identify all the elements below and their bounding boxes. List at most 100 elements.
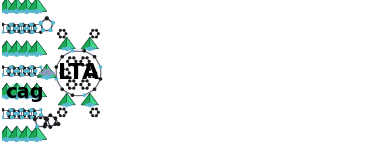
- Circle shape: [17, 112, 19, 115]
- Circle shape: [5, 52, 8, 56]
- Circle shape: [55, 78, 57, 80]
- Polygon shape: [0, 83, 6, 97]
- Circle shape: [2, 109, 4, 111]
- Circle shape: [31, 31, 33, 33]
- Circle shape: [61, 88, 63, 90]
- Circle shape: [35, 87, 37, 89]
- Polygon shape: [7, 41, 17, 54]
- Circle shape: [92, 36, 93, 38]
- Polygon shape: [7, 41, 26, 54]
- Polygon shape: [37, 83, 47, 97]
- Circle shape: [7, 130, 9, 132]
- Circle shape: [92, 30, 93, 31]
- Circle shape: [81, 80, 89, 89]
- Circle shape: [82, 57, 84, 59]
- Circle shape: [54, 123, 57, 125]
- Circle shape: [28, 25, 30, 27]
- Circle shape: [20, 96, 22, 98]
- Polygon shape: [7, 0, 26, 12]
- Polygon shape: [27, 0, 37, 12]
- Circle shape: [18, 110, 20, 112]
- Circle shape: [15, 96, 18, 98]
- Circle shape: [64, 42, 70, 48]
- Circle shape: [17, 2, 19, 4]
- Circle shape: [14, 138, 17, 140]
- Polygon shape: [17, 83, 26, 97]
- Circle shape: [40, 53, 42, 55]
- Circle shape: [7, 27, 9, 29]
- Polygon shape: [47, 64, 56, 77]
- Circle shape: [35, 53, 37, 55]
- Circle shape: [30, 11, 32, 13]
- Circle shape: [93, 76, 94, 78]
- Polygon shape: [17, 126, 27, 139]
- Circle shape: [69, 64, 71, 66]
- Circle shape: [86, 100, 88, 102]
- Circle shape: [40, 74, 42, 76]
- Circle shape: [8, 115, 10, 117]
- Circle shape: [34, 113, 36, 115]
- Circle shape: [12, 23, 14, 25]
- Circle shape: [27, 70, 29, 72]
- Circle shape: [2, 117, 4, 119]
- Circle shape: [89, 76, 90, 78]
- Circle shape: [6, 53, 8, 55]
- Circle shape: [92, 100, 94, 102]
- Circle shape: [93, 68, 94, 70]
- Polygon shape: [37, 0, 47, 12]
- Circle shape: [15, 52, 19, 56]
- Circle shape: [28, 30, 30, 32]
- Circle shape: [34, 27, 37, 29]
- Circle shape: [7, 87, 9, 89]
- Circle shape: [30, 53, 32, 55]
- Circle shape: [14, 87, 17, 89]
- Polygon shape: [7, 83, 26, 97]
- Circle shape: [36, 96, 38, 98]
- Circle shape: [6, 96, 8, 98]
- Circle shape: [20, 117, 22, 119]
- Polygon shape: [58, 37, 75, 49]
- Circle shape: [27, 70, 29, 72]
- Circle shape: [82, 87, 84, 89]
- Circle shape: [12, 66, 14, 68]
- Polygon shape: [27, 0, 47, 12]
- Circle shape: [23, 67, 25, 69]
- Circle shape: [28, 73, 30, 75]
- Circle shape: [96, 30, 97, 31]
- Circle shape: [20, 11, 22, 13]
- Circle shape: [15, 95, 19, 99]
- Circle shape: [42, 76, 44, 78]
- Circle shape: [33, 67, 36, 69]
- Circle shape: [25, 138, 26, 140]
- Circle shape: [35, 95, 39, 99]
- Circle shape: [21, 116, 23, 118]
- Circle shape: [31, 109, 33, 111]
- Bar: [2, 0, 38, 146]
- Polygon shape: [37, 64, 56, 77]
- Circle shape: [35, 138, 37, 140]
- Circle shape: [65, 112, 67, 113]
- Polygon shape: [37, 41, 47, 54]
- Circle shape: [67, 84, 68, 85]
- Circle shape: [69, 104, 71, 106]
- Polygon shape: [90, 37, 98, 49]
- Circle shape: [27, 45, 29, 47]
- Circle shape: [40, 109, 42, 111]
- Circle shape: [89, 47, 91, 49]
- Polygon shape: [27, 126, 37, 139]
- Circle shape: [27, 112, 29, 115]
- Circle shape: [86, 48, 87, 50]
- Circle shape: [69, 48, 71, 50]
- Circle shape: [2, 66, 4, 68]
- Polygon shape: [90, 93, 98, 105]
- Circle shape: [63, 100, 65, 102]
- Circle shape: [18, 67, 25, 75]
- Circle shape: [12, 53, 14, 55]
- Circle shape: [86, 87, 88, 89]
- Polygon shape: [17, 41, 26, 54]
- Circle shape: [20, 74, 22, 76]
- Circle shape: [22, 23, 24, 25]
- Circle shape: [34, 118, 36, 120]
- Circle shape: [25, 10, 26, 12]
- Circle shape: [11, 109, 12, 111]
